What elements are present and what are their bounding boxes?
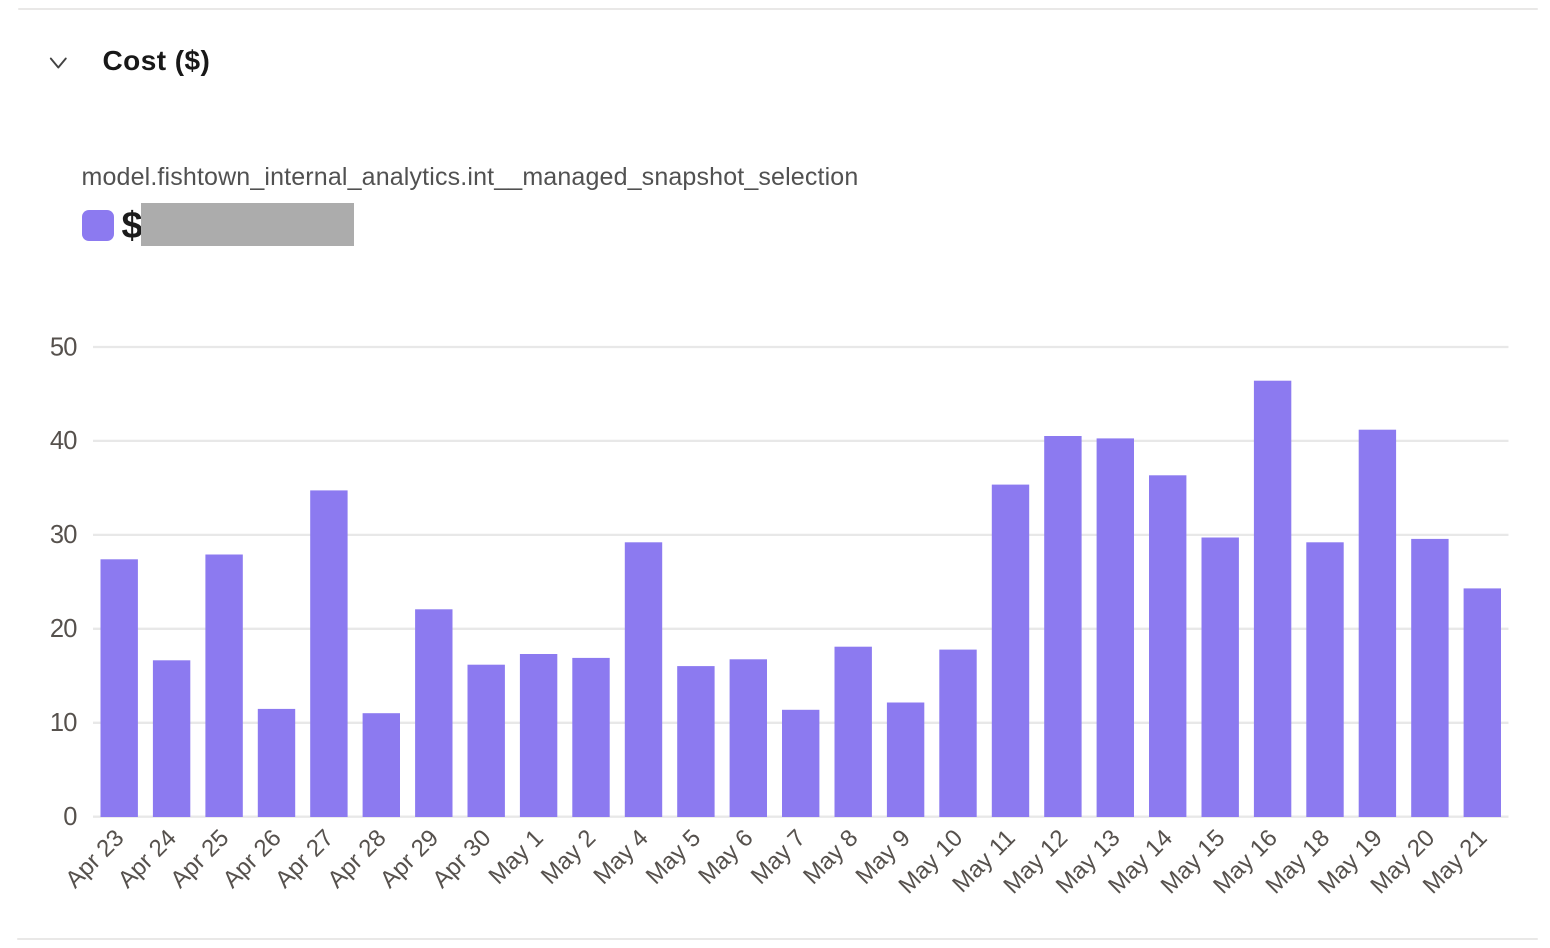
svg-text:May 1: May 1: [484, 824, 549, 889]
svg-text:May 5: May 5: [641, 824, 706, 889]
svg-text:May 7: May 7: [746, 824, 811, 889]
svg-text:Apr 23: Apr 23: [60, 824, 129, 893]
svg-text:May 8: May 8: [798, 824, 863, 889]
svg-text:50: 50: [50, 333, 77, 361]
svg-text:Apr 26: Apr 26: [218, 824, 287, 893]
svg-text:0: 0: [63, 803, 77, 831]
svg-text:30: 30: [50, 521, 77, 549]
svg-text:Apr 25: Apr 25: [165, 824, 234, 893]
svg-text:Apr 28: Apr 28: [322, 824, 391, 893]
svg-text:20: 20: [50, 615, 77, 643]
svg-text:Apr 29: Apr 29: [375, 824, 444, 893]
svg-text:Apr 27: Apr 27: [270, 824, 339, 893]
svg-text:May 2: May 2: [536, 824, 601, 889]
svg-text:May 6: May 6: [693, 824, 758, 889]
svg-text:10: 10: [50, 709, 77, 737]
svg-text:40: 40: [50, 427, 77, 455]
svg-text:May 4: May 4: [588, 824, 653, 889]
svg-text:Apr 24: Apr 24: [113, 824, 182, 893]
svg-text:Apr 30: Apr 30: [427, 824, 496, 893]
